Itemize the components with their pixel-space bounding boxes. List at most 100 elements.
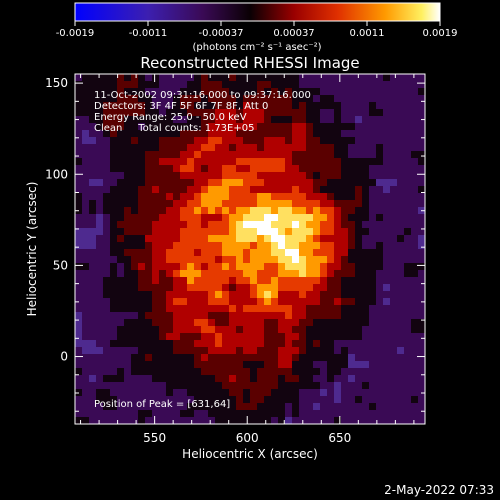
heatmap-cell (236, 214, 244, 222)
heatmap-cell (82, 81, 90, 89)
heatmap-cell (222, 193, 230, 201)
x-tick-label: 550 (143, 431, 166, 445)
heatmap-cell (208, 284, 216, 292)
heatmap-cell (397, 186, 405, 194)
heatmap-cell (341, 319, 349, 327)
heatmap-cell (201, 235, 209, 243)
heatmap-cell (285, 263, 293, 271)
heatmap-cell (341, 347, 349, 355)
heatmap-cell (411, 235, 419, 243)
heatmap-cell (250, 305, 258, 313)
heatmap-cell (243, 305, 251, 313)
heatmap-cell (418, 200, 425, 208)
heatmap-cell (404, 130, 412, 138)
heatmap-cell (215, 88, 223, 96)
heatmap-cell (117, 186, 125, 194)
heatmap-cell (383, 228, 391, 236)
heatmap-cell (222, 263, 230, 271)
heatmap-cell (404, 88, 412, 96)
heatmap-cell (327, 354, 335, 362)
heatmap-cell (257, 291, 265, 299)
colorbar (74, 2, 441, 22)
heatmap-cell (159, 144, 167, 152)
heatmap-cell (82, 109, 90, 117)
heatmap-cell (355, 102, 363, 110)
heatmap-cell (222, 102, 230, 110)
heatmap-cell (320, 158, 328, 166)
heatmap-cell (376, 165, 384, 173)
heatmap-cell (292, 137, 300, 145)
heatmap-cell (313, 179, 321, 187)
heatmap-cell (355, 165, 363, 173)
heatmap-cell (82, 319, 90, 327)
heatmap-cell (145, 116, 153, 124)
heatmap-cell (82, 403, 90, 411)
heatmap-cell (418, 368, 425, 376)
heatmap-cell (292, 354, 300, 362)
heatmap-cell (285, 214, 293, 222)
heatmap-cell (110, 179, 118, 187)
heatmap-cell (411, 382, 419, 390)
heatmap-cell (418, 172, 425, 180)
heatmap-cell (89, 305, 97, 313)
heatmap-cell (306, 179, 314, 187)
annotation-time-range: 11-Oct-2002 09:31:16.000 to 09:37:16.000 (94, 90, 311, 101)
heatmap-cell (166, 340, 174, 348)
heatmap-cell (173, 200, 181, 208)
heatmap-cell (327, 319, 335, 327)
heatmap-cell (110, 137, 118, 145)
heatmap-cell (397, 396, 405, 404)
heatmap-cell (341, 333, 349, 341)
heatmap-cell (117, 116, 125, 124)
heatmap-cell (348, 221, 356, 229)
heatmap-cell (82, 389, 90, 397)
heatmap-cell (159, 326, 167, 334)
heatmap-cell (285, 410, 293, 418)
heatmap-cell (383, 263, 391, 271)
heatmap-cell (194, 172, 202, 180)
heatmap-cell (348, 326, 356, 334)
heatmap-cell (82, 284, 90, 292)
heatmap-cell (250, 214, 258, 222)
heatmap-cell (103, 403, 111, 411)
heatmap-cell (397, 340, 405, 348)
heatmap-cell (173, 361, 181, 369)
heatmap-cell (397, 158, 405, 166)
heatmap-cell (362, 207, 370, 215)
heatmap-cell (320, 144, 328, 152)
heatmap-cell (299, 221, 307, 229)
heatmap-cell (327, 172, 335, 180)
heatmap-cell (362, 270, 370, 278)
heatmap-cell (215, 270, 223, 278)
heatmap-cell (264, 417, 272, 424)
heatmap-cell (103, 284, 111, 292)
heatmap-cell (278, 130, 286, 138)
heatmap-cell (145, 263, 153, 271)
heatmap-cell (131, 403, 139, 411)
heatmap-cell (278, 319, 286, 327)
heatmap-cell (250, 95, 258, 103)
heatmap-cell (383, 165, 391, 173)
heatmap-cell (152, 340, 160, 348)
heatmap-cell (264, 158, 272, 166)
heatmap-cell (369, 263, 377, 271)
heatmap-cell (299, 333, 307, 341)
heatmap-cell (257, 130, 265, 138)
heatmap-cell (131, 396, 139, 404)
heatmap-cell (264, 326, 272, 334)
heatmap-cell (173, 249, 181, 257)
heatmap-cell (187, 305, 195, 313)
heatmap-cell (166, 305, 174, 313)
heatmap-cell (390, 123, 398, 131)
heatmap-cell (138, 207, 146, 215)
heatmap-cell (411, 109, 419, 117)
heatmap-cell (313, 102, 321, 110)
heatmap-cell (75, 151, 83, 159)
heatmap-cell (229, 200, 237, 208)
heatmap-cell (208, 389, 216, 397)
heatmap-cell (369, 144, 377, 152)
heatmap-cell (152, 102, 160, 110)
heatmap-cell (250, 347, 258, 355)
heatmap-cell (411, 263, 419, 271)
